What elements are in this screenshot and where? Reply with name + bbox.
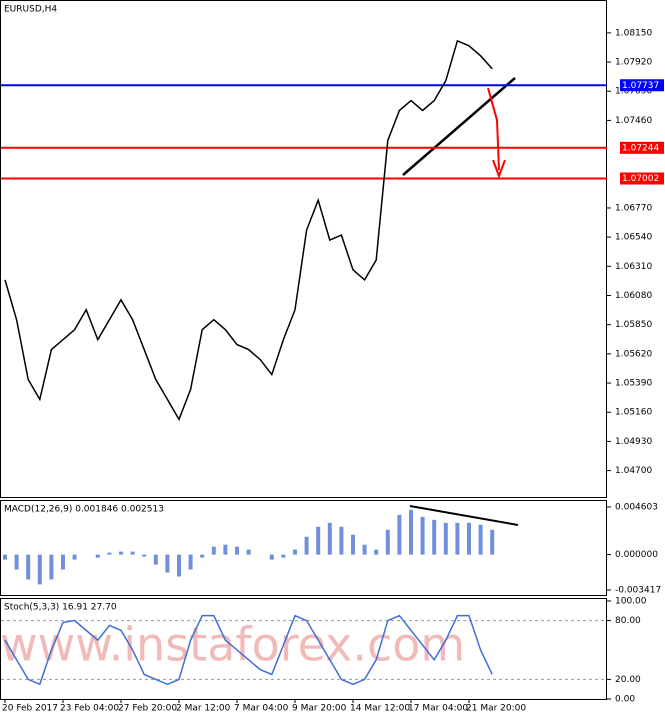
histogram-bar: [385, 529, 390, 555]
histogram-bar: [316, 526, 321, 555]
histogram-bar: [200, 554, 205, 558]
histogram-bar: [211, 546, 216, 555]
histogram-bar: [351, 534, 355, 555]
arrow: [487, 87, 500, 171]
histogram-bar: [374, 549, 379, 555]
y-tick-label: 20.00: [615, 675, 641, 685]
x-tick-label: 21 Mar 20:00: [466, 704, 526, 714]
level-label-bg: [620, 79, 664, 92]
y-tick-label: 1.06770: [615, 203, 652, 213]
histogram-bar: [362, 544, 367, 555]
series-line: [4, 614, 493, 686]
arrow-head: [492, 159, 506, 179]
macd-title: MACD(12,26,9) 0.001846 0.002513: [4, 505, 164, 515]
level-label-bg: [620, 172, 664, 185]
histogram-bar: [467, 522, 471, 555]
histogram-bar: [49, 554, 54, 580]
x-tick-label: 9 Mar 20:00: [292, 704, 347, 714]
y-tick-label: 1.04700: [615, 466, 652, 476]
y-tick-label: 1.05850: [615, 320, 652, 330]
y-tick-label: 1.05620: [615, 349, 652, 359]
macd-frame: [0, 500, 607, 596]
histogram-bar: [153, 554, 158, 565]
histogram-bar: [246, 549, 251, 555]
histogram-bar: [61, 554, 65, 570]
y-tick-label: 1.05160: [615, 408, 652, 418]
x-tick-label: 17 Mar 04:00: [408, 704, 468, 714]
divergence-line: [409, 505, 519, 526]
histogram-bar: [269, 554, 274, 560]
y-tick-label: -0.003417: [615, 585, 661, 595]
histogram-bar: [142, 554, 147, 557]
y-tick-label: 1.04930: [615, 437, 652, 447]
histogram-bar: [339, 526, 344, 555]
stoch-title: Stoch(5,3,3) 16.91 27.70: [4, 603, 117, 613]
y-tick-label: 1.06080: [615, 291, 652, 301]
series-line: [4, 39, 493, 422]
x-tick-label: 20 Feb 2017: [2, 704, 58, 714]
histogram-bar: [490, 529, 495, 555]
histogram-bar: [223, 544, 228, 555]
level-label-bg: [620, 141, 664, 154]
stoch-frame: [0, 598, 607, 700]
level-label: 1.07737: [622, 81, 659, 91]
y-tick-label: 1.06310: [615, 262, 652, 272]
histogram-bar: [478, 524, 483, 555]
y-tick-label: 1.07920: [615, 58, 652, 68]
x-tick-label: 23 Feb 04:00: [60, 704, 119, 714]
histogram-bar: [420, 516, 425, 555]
histogram-bar: [177, 554, 181, 577]
x-tick-label: 2 Mar 12:00: [176, 704, 231, 714]
histogram-bar: [455, 522, 460, 555]
histogram-bar: [119, 551, 123, 555]
histogram-bar: [14, 554, 19, 570]
x-tick-label: 14 Mar 12:00: [350, 704, 410, 714]
level-label: 1.07244: [622, 143, 659, 153]
histogram-bar: [3, 554, 7, 560]
histogram-bar: [165, 554, 170, 573]
histogram-bar: [409, 509, 413, 555]
x-tick-label: 7 Mar 04:00: [234, 704, 289, 714]
histogram-bar: [72, 554, 77, 560]
histogram-bar: [397, 514, 402, 555]
y-tick-label: 0.00: [615, 695, 635, 705]
y-tick-label: 100.00: [615, 596, 647, 606]
histogram-bar: [130, 551, 135, 555]
price-frame: [0, 0, 607, 498]
price-title: EURUSD,H4: [4, 5, 57, 15]
y-tick-label: 0.000000: [615, 550, 658, 560]
histogram-bar: [37, 554, 42, 585]
histogram-bar: [95, 554, 100, 558]
y-tick-label: 1.06540: [615, 233, 652, 243]
histogram-bar: [107, 552, 112, 555]
histogram-bar: [235, 546, 239, 555]
histogram-bar: [432, 519, 437, 555]
histogram-bar: [188, 554, 193, 570]
y-tick-label: 1.07460: [615, 116, 652, 126]
histogram-bar: [281, 554, 286, 558]
y-tick-label: 1.05390: [615, 379, 652, 389]
histogram-bar: [443, 522, 448, 555]
trend-line: [402, 77, 516, 176]
x-tick-label: 27 Feb 20:00: [118, 704, 177, 714]
y-tick-label: 1.07690: [615, 87, 652, 97]
histogram-bar: [26, 554, 31, 580]
watermark: www.instaforex.com: [0, 618, 465, 672]
histogram-bar: [293, 549, 297, 555]
histogram-bar: [304, 536, 309, 555]
y-tick-label: 0.004603: [615, 502, 658, 512]
histogram-bar: [327, 522, 332, 555]
y-tick-label: 80.00: [615, 616, 641, 626]
y-tick-label: 1.08150: [615, 28, 652, 38]
level-label: 1.07002: [622, 174, 659, 184]
